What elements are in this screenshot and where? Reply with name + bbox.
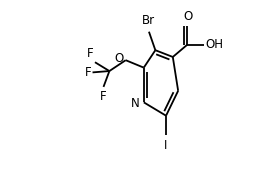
Text: F: F bbox=[100, 90, 107, 103]
Text: F: F bbox=[84, 66, 91, 79]
Text: Br: Br bbox=[142, 14, 155, 27]
Text: O: O bbox=[115, 52, 124, 65]
Text: OH: OH bbox=[205, 38, 224, 51]
Text: F: F bbox=[87, 47, 94, 60]
Text: O: O bbox=[183, 10, 193, 23]
Text: I: I bbox=[164, 139, 168, 152]
Text: N: N bbox=[131, 97, 140, 110]
